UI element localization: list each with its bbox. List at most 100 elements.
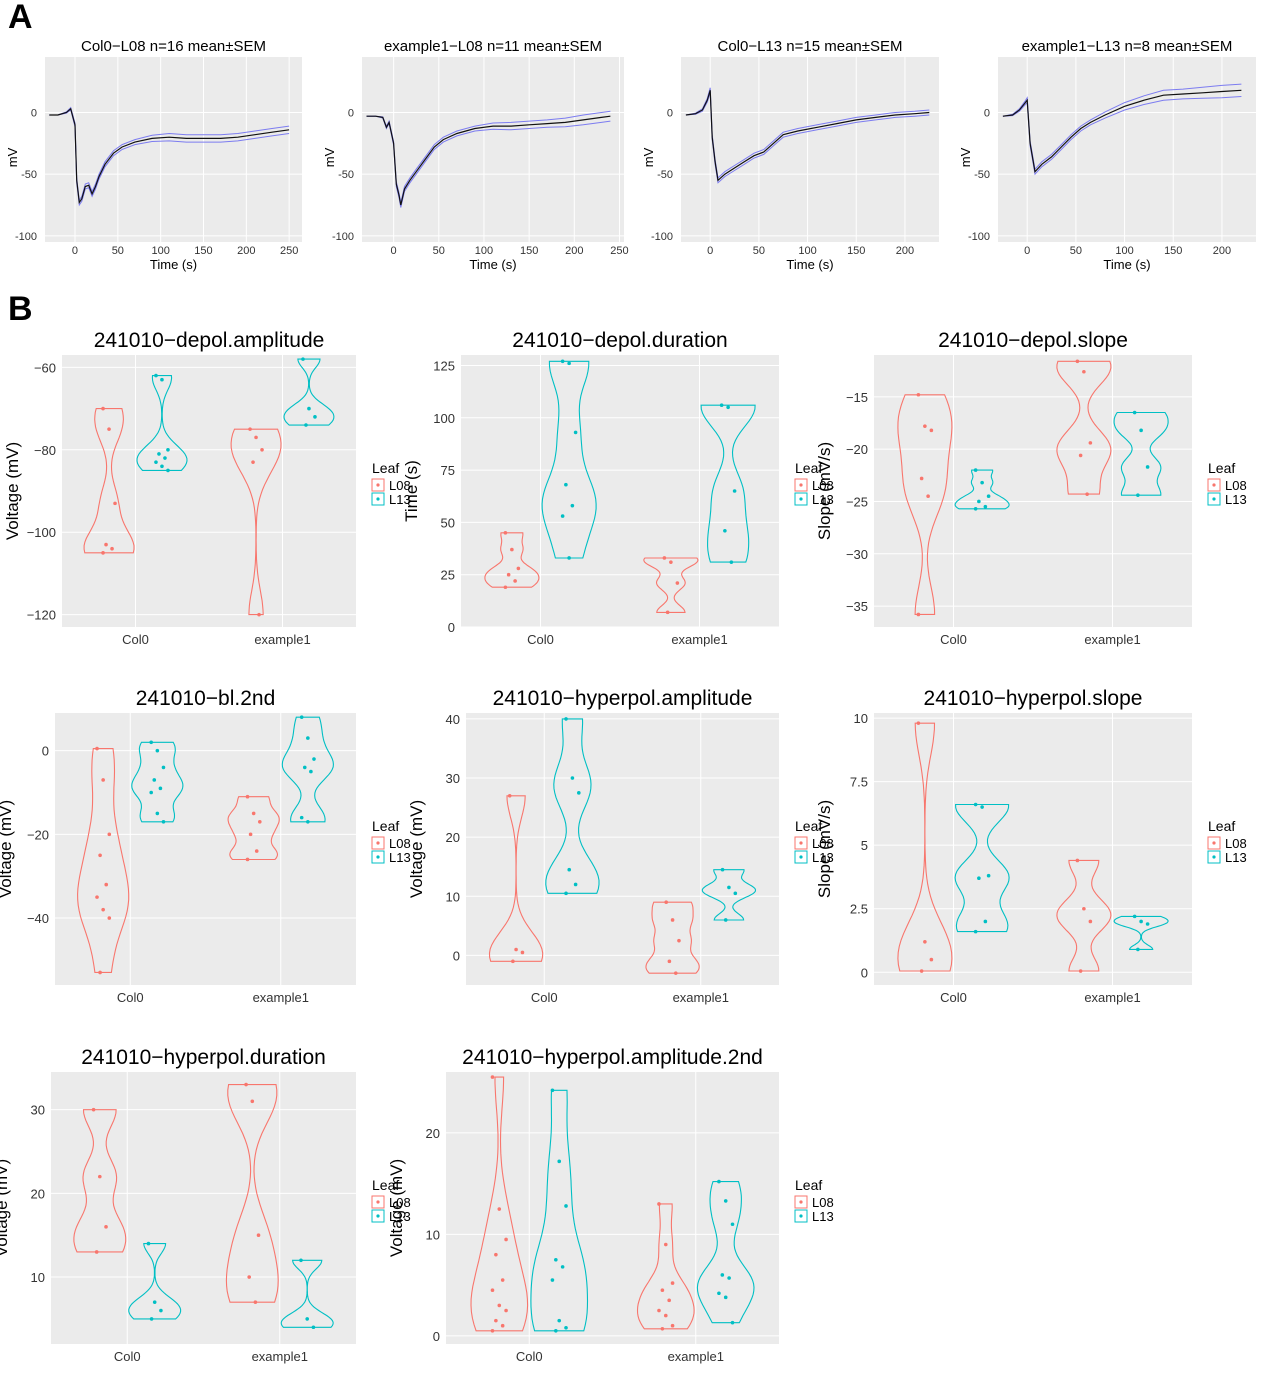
chart-title: 241010−depol.slope bbox=[938, 329, 1128, 352]
data-point bbox=[94, 1250, 99, 1254]
x-tick-label: Col0 bbox=[940, 632, 967, 647]
chart-title: 241010−depol.duration bbox=[512, 329, 727, 352]
data-point bbox=[503, 531, 508, 535]
violin-l13-example1 bbox=[696, 1181, 755, 1324]
y-tick-label: 0 bbox=[984, 108, 990, 120]
data-point bbox=[154, 373, 158, 378]
plot-background bbox=[51, 1072, 356, 1344]
data-point bbox=[719, 403, 724, 408]
data-point bbox=[1078, 969, 1083, 973]
data-point bbox=[669, 560, 673, 564]
y-axis-label: mV bbox=[958, 147, 973, 167]
data-point bbox=[983, 919, 988, 924]
violin-l08-example1 bbox=[230, 428, 282, 616]
data-point bbox=[309, 769, 313, 774]
legend-label-l13: L13 bbox=[389, 492, 411, 507]
x-tick-label: Col0 bbox=[114, 1349, 141, 1364]
data-point bbox=[1132, 914, 1137, 919]
line-chart-1: 0 50 100 150 200 250 0 -50 -100 example1−L08 n=11… bbox=[322, 38, 629, 272]
data-point bbox=[720, 1273, 725, 1277]
x-axis-label: Time (s) bbox=[469, 257, 516, 272]
legend-key-dot bbox=[1212, 855, 1216, 859]
sem-lower-line bbox=[1002, 96, 1242, 176]
legend-title: Leaf bbox=[1208, 818, 1235, 834]
violin-l08-col0 bbox=[488, 795, 544, 962]
data-point bbox=[154, 460, 158, 464]
plot-background bbox=[874, 713, 1192, 985]
data-point bbox=[312, 757, 316, 761]
data-point bbox=[110, 546, 114, 551]
data-point bbox=[557, 1318, 562, 1323]
data-point bbox=[506, 572, 511, 577]
data-point bbox=[507, 793, 512, 798]
data-point bbox=[717, 1179, 721, 1184]
plot-background bbox=[874, 355, 1192, 627]
y-tick-label: 20 bbox=[31, 1186, 45, 1201]
y-tick-label: 125 bbox=[433, 358, 455, 373]
x-tick-label: example1 bbox=[671, 632, 727, 647]
y-tick-label: −15 bbox=[846, 390, 868, 405]
data-point bbox=[250, 1099, 255, 1104]
data-point bbox=[564, 482, 568, 487]
data-point bbox=[510, 547, 514, 552]
violin-l08-example1 bbox=[225, 1084, 279, 1303]
chart-title: 241010−bl.2nd bbox=[136, 687, 276, 710]
data-point bbox=[101, 778, 105, 782]
data-point bbox=[557, 1159, 562, 1164]
x-tick-label: example1 bbox=[1084, 632, 1140, 647]
violin-l08-col0 bbox=[897, 722, 953, 972]
data-point bbox=[973, 802, 978, 807]
y-tick-label: −25 bbox=[846, 494, 868, 509]
data-point bbox=[670, 1323, 675, 1328]
y-axis-label: Time (s) bbox=[402, 460, 421, 522]
data-point bbox=[554, 1329, 558, 1333]
data-point bbox=[247, 1275, 251, 1279]
data-point bbox=[567, 361, 571, 366]
data-point bbox=[1075, 858, 1080, 863]
data-point bbox=[166, 447, 170, 452]
data-point bbox=[1136, 493, 1140, 497]
violin-l13-col0 bbox=[541, 360, 597, 559]
violin-l08-example1 bbox=[643, 557, 699, 613]
legend-label-l13: L13 bbox=[389, 1209, 411, 1224]
plot-background bbox=[461, 355, 779, 627]
violin-l08-example1 bbox=[645, 901, 700, 974]
legend-key-dot bbox=[799, 855, 803, 859]
data-point bbox=[727, 1276, 731, 1280]
data-point bbox=[573, 882, 578, 887]
data-point bbox=[490, 1329, 495, 1333]
data-point bbox=[916, 392, 921, 397]
data-point bbox=[570, 776, 575, 780]
y-tick-label: 10 bbox=[854, 711, 868, 726]
y-tick-label: 0 bbox=[861, 965, 868, 980]
data-point bbox=[986, 494, 991, 499]
data-point bbox=[520, 950, 525, 955]
data-point bbox=[550, 1278, 555, 1282]
data-point bbox=[1088, 441, 1093, 445]
data-point bbox=[307, 406, 311, 411]
data-point bbox=[254, 849, 259, 853]
y-tick-label: 30 bbox=[31, 1103, 45, 1118]
data-point bbox=[929, 428, 934, 433]
violin-l13-example1 bbox=[1113, 411, 1169, 496]
y-tick-label: -100 bbox=[15, 231, 37, 243]
legend-label-l08: L08 bbox=[389, 478, 411, 493]
y-tick-label: −80 bbox=[34, 443, 56, 458]
data-point bbox=[570, 503, 575, 508]
data-point bbox=[677, 938, 681, 943]
data-point bbox=[504, 1237, 508, 1242]
data-point bbox=[729, 560, 734, 564]
violin-chart-9: 0 2.5 5 7.5 10 Col0 example1 241010−hyperpol.sl… bbox=[815, 687, 1247, 1005]
x-tick-label: 50 bbox=[112, 245, 124, 257]
data-point bbox=[155, 748, 160, 753]
violin-l08-example1 bbox=[1056, 360, 1112, 495]
x-tick-label: Col0 bbox=[527, 632, 554, 647]
x-tick-label: Col0 bbox=[516, 1349, 543, 1364]
data-point bbox=[248, 427, 252, 431]
legend-title: Leaf bbox=[372, 1177, 399, 1193]
data-point bbox=[98, 1174, 102, 1179]
line-chart-3: 0 50 100 150 200 0 -50 -100 example1−L13 n=8 mea… bbox=[958, 38, 1256, 272]
data-point bbox=[113, 501, 117, 506]
sem-upper-line bbox=[1002, 83, 1242, 171]
